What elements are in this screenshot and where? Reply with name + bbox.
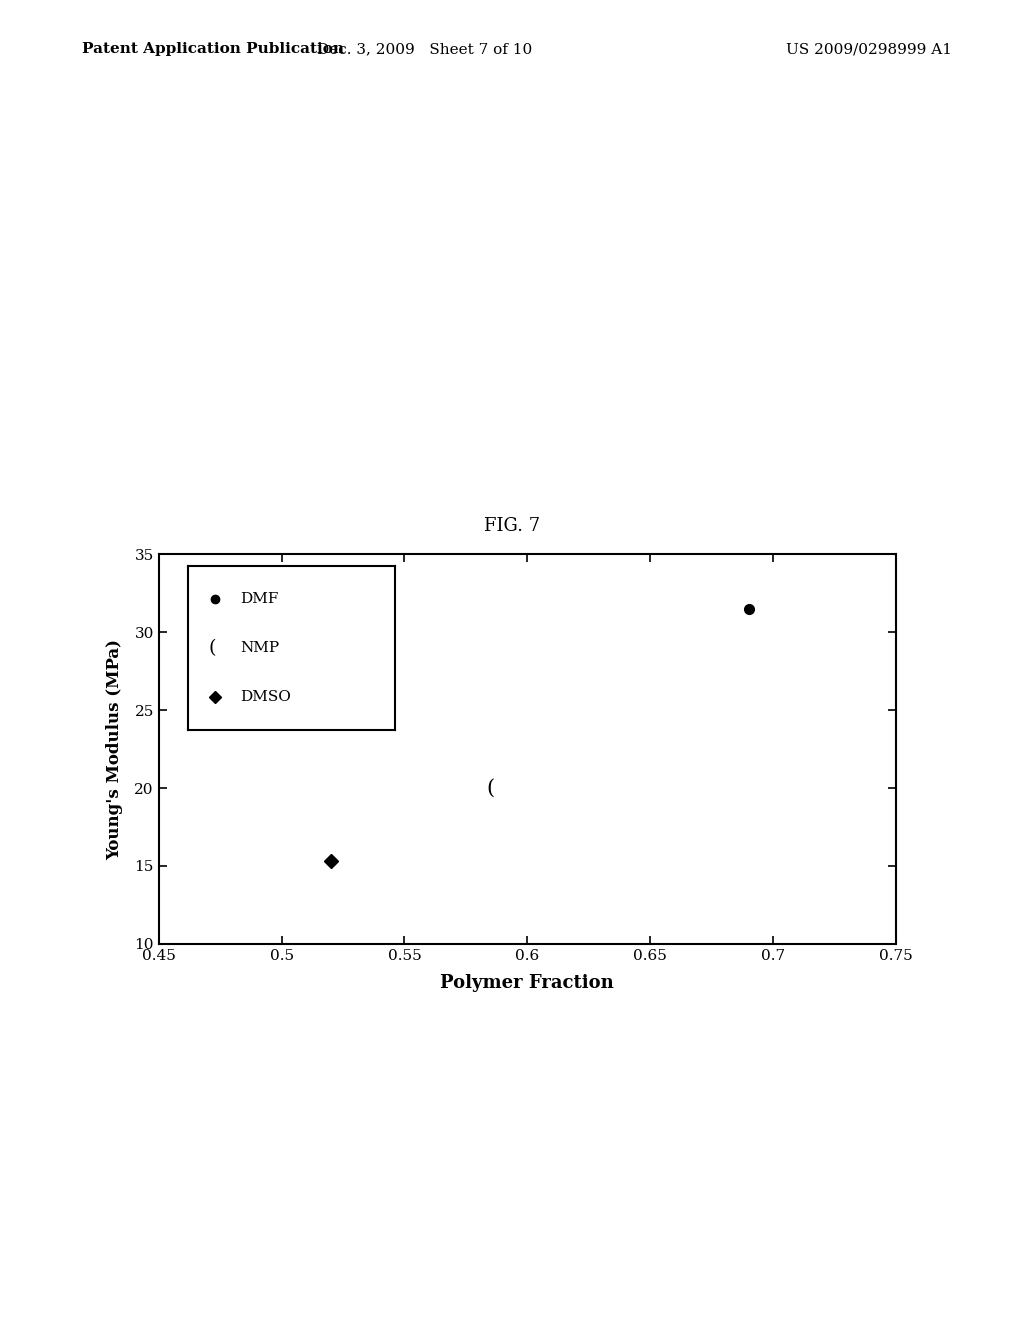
Text: FIG. 7: FIG. 7 [484, 516, 540, 535]
Y-axis label: Young's Modulus (MPa): Young's Modulus (MPa) [106, 639, 123, 859]
Text: Patent Application Publication: Patent Application Publication [82, 42, 344, 57]
Text: (: ( [486, 779, 495, 797]
Text: Dec. 3, 2009   Sheet 7 of 10: Dec. 3, 2009 Sheet 7 of 10 [317, 42, 532, 57]
Text: US 2009/0298999 A1: US 2009/0298999 A1 [786, 42, 952, 57]
X-axis label: Polymer Fraction: Polymer Fraction [440, 974, 614, 991]
